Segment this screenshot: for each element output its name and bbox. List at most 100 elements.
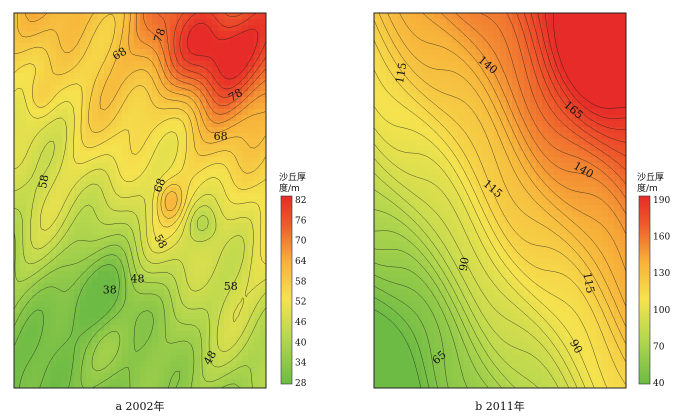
field-cell [62,319,69,326]
field-cell [404,19,411,26]
field-cell [452,127,459,134]
field-cell [104,295,111,302]
field-cell [122,145,129,152]
field-cell [20,97,27,104]
field-cell [428,181,435,188]
field-cell [68,367,75,374]
field-cell [254,61,261,68]
field-cell [26,355,33,362]
field-cell [164,235,171,242]
field-cell [236,331,243,338]
field-cell [98,265,105,272]
field-cell [38,31,45,38]
field-cell [416,121,423,128]
field-cell [182,223,189,230]
field-cell [164,259,171,266]
field-cell [380,31,387,38]
field-cell [122,25,129,32]
field-cell [236,337,243,344]
field-cell [260,193,266,200]
field-cell [500,55,507,62]
field-cell [158,367,165,374]
field-cell [488,331,495,338]
field-cell [536,13,543,20]
field-cell [110,37,117,44]
field-cell [152,199,159,206]
field-cell [536,91,543,98]
field-cell [50,241,57,248]
field-cell [128,295,135,302]
field-cell [182,121,189,128]
field-cell [560,283,567,290]
field-cell [404,133,411,140]
field-cell [482,121,489,128]
field-cell [380,211,387,218]
field-cell [242,343,249,350]
field-cell [542,19,549,26]
field-cell [596,217,603,224]
field-cell [572,283,579,290]
field-cell [428,163,435,170]
field-cell [446,283,453,290]
field-cell [98,337,105,344]
field-cell [116,31,123,38]
field-cell [230,61,237,68]
field-cell [236,325,243,332]
field-cell [218,163,225,170]
field-cell [56,19,63,26]
field-cell [566,313,573,320]
field-cell [236,379,243,386]
field-cell [554,151,561,158]
field-cell [254,217,261,224]
field-cell [494,25,501,32]
field-cell [218,25,225,32]
field-cell [440,13,447,20]
field-cell [260,211,266,218]
field-cell [110,217,117,224]
field-cell [68,109,75,116]
field-cell [620,79,626,86]
field-cell [584,109,591,116]
field-cell [20,361,27,368]
field-cell [176,289,183,296]
field-cell [482,265,489,272]
field-cell [482,319,489,326]
field-cell [182,385,189,388]
field-cell [470,133,477,140]
field-cell [578,223,585,230]
field-cell [440,235,447,242]
field-cell [542,211,549,218]
field-cell [410,301,417,308]
field-cell [86,241,93,248]
field-cell [68,385,75,388]
field-cell [374,85,381,92]
field-cell [590,73,597,80]
field-cell [164,241,171,248]
field-cell [146,349,153,356]
field-cell [50,67,57,74]
field-cell [440,31,447,38]
field-cell [584,313,591,320]
field-cell [200,385,207,388]
field-cell [386,91,393,98]
field-cell [116,115,123,122]
field-cell [110,235,117,242]
field-cell [134,331,141,338]
field-cell [224,313,231,320]
field-cell [80,37,87,44]
field-cell [50,289,57,296]
field-cell [416,163,423,170]
field-cell [194,337,201,344]
field-cell [158,55,165,62]
field-cell [14,181,21,188]
field-cell [620,223,626,230]
field-cell [98,151,105,158]
field-cell [416,217,423,224]
field-cell [38,91,45,98]
field-cell [38,145,45,152]
field-cell [518,19,525,26]
field-cell [230,301,237,308]
field-cell [602,283,609,290]
field-cell [548,223,555,230]
field-cell [428,331,435,338]
